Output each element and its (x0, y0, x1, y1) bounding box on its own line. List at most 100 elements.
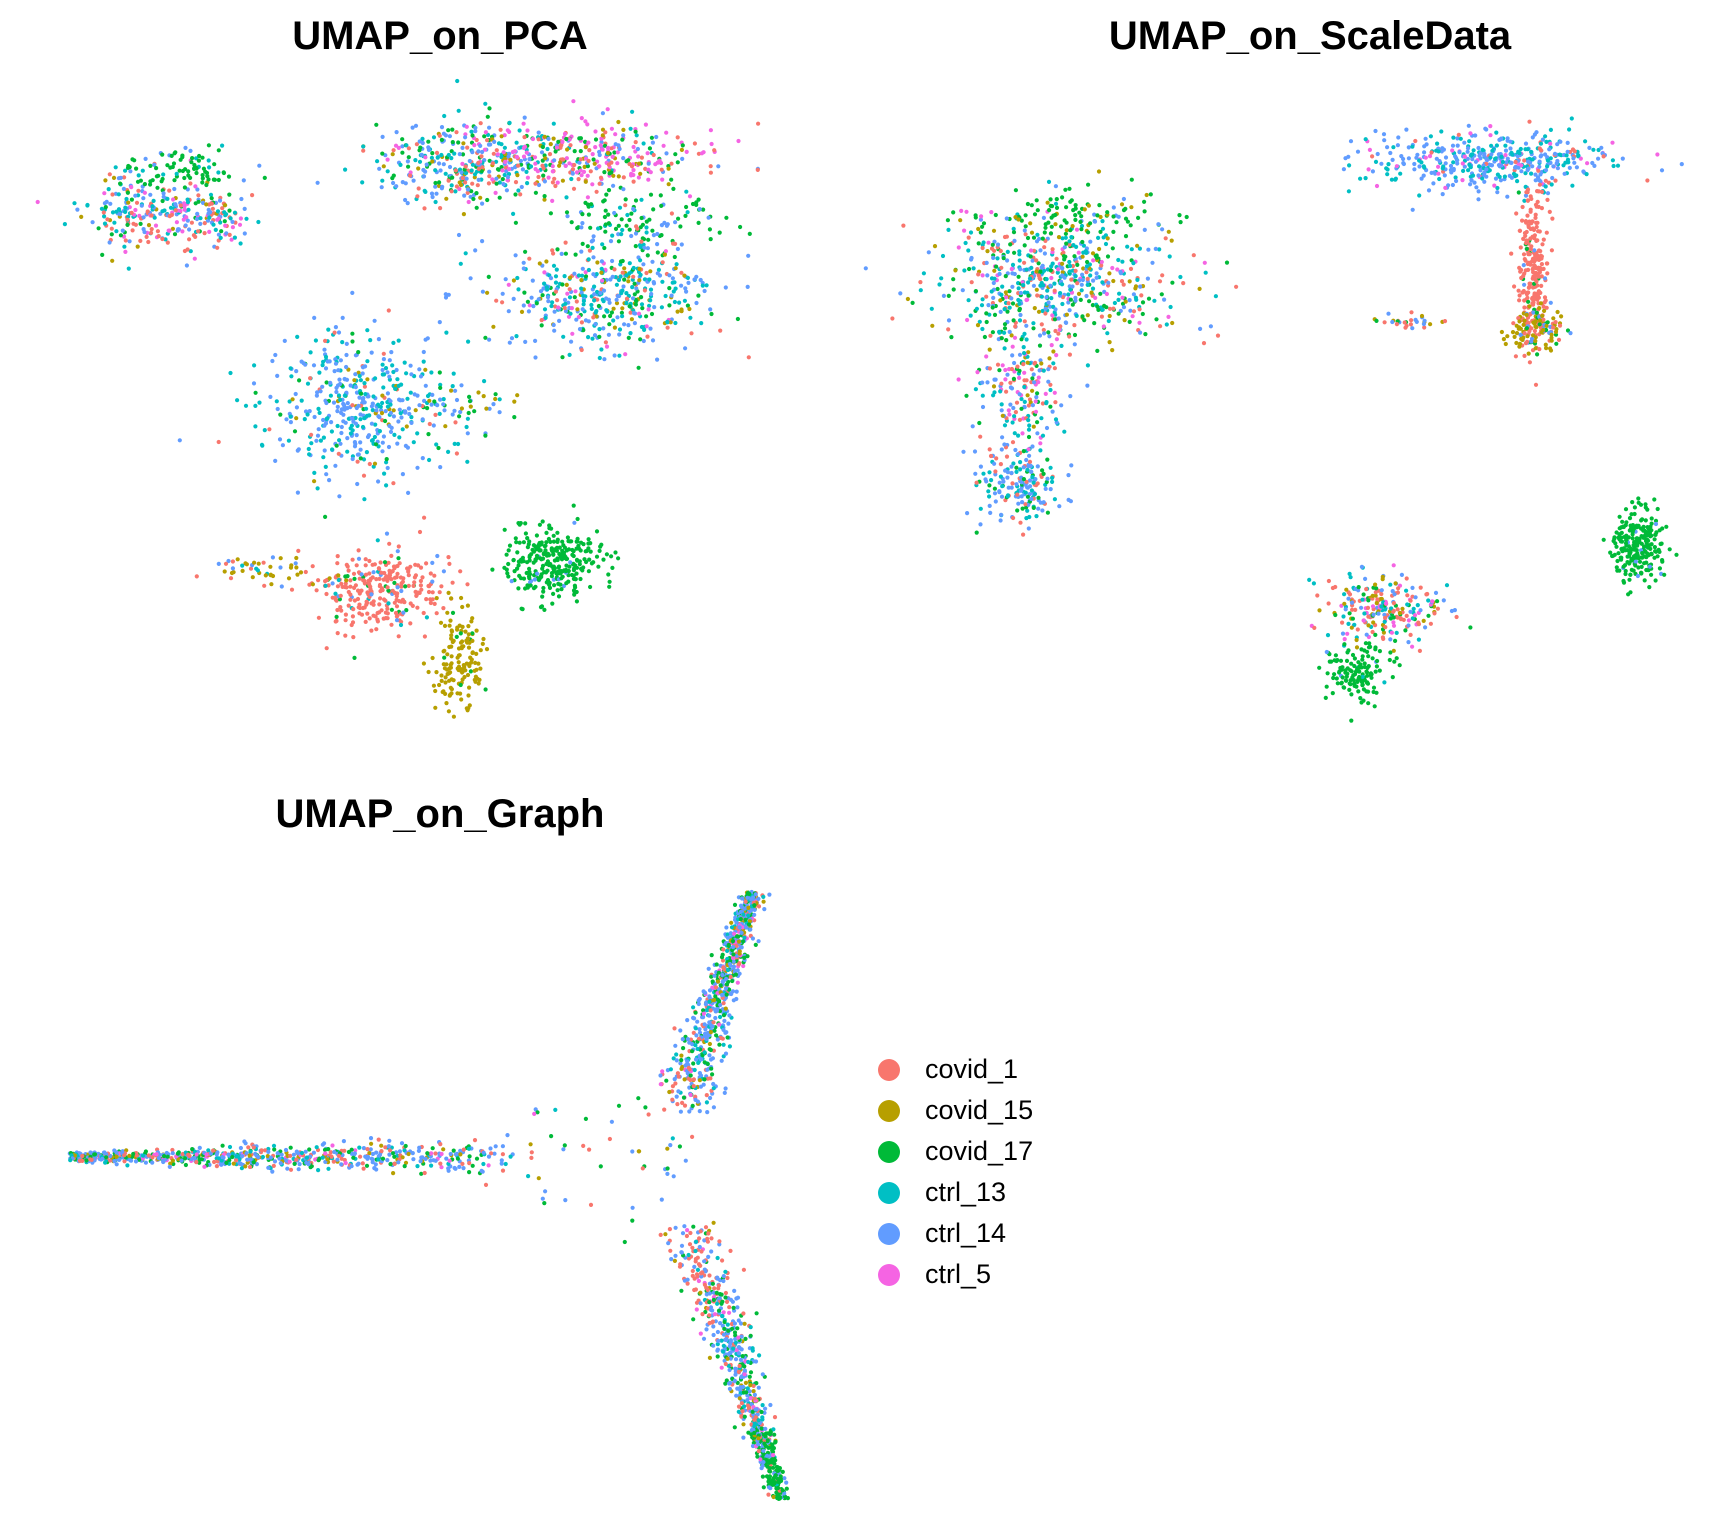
scatter-point (230, 559, 235, 564)
scatter-point (563, 163, 568, 168)
scatter-point (1440, 166, 1445, 171)
scatter-point (1099, 259, 1104, 265)
scatter-point (331, 400, 337, 405)
scatter-point (421, 359, 426, 364)
scatter-point (620, 227, 625, 233)
scatter-point (651, 152, 656, 158)
scatter-point (333, 361, 339, 366)
scatter-point (394, 367, 399, 373)
scatter-point (984, 479, 989, 484)
scatter-point (578, 548, 583, 553)
scatter-point (192, 256, 197, 261)
scatter-point (1075, 262, 1080, 267)
scatter-point (465, 603, 470, 608)
scatter-point (208, 192, 214, 197)
scatter-point (991, 295, 996, 300)
scatter-point (523, 249, 528, 254)
scatter-point (632, 281, 637, 286)
scatter-point (542, 134, 547, 139)
scatter-point (1169, 238, 1174, 243)
scatter-point (169, 212, 174, 217)
scatter-point (646, 237, 651, 242)
scatter-point (399, 415, 404, 420)
scatter-point (697, 207, 702, 212)
scatter-point (670, 276, 676, 281)
scatter-point (997, 490, 1002, 495)
scatter-point (385, 578, 390, 584)
scatter-point (675, 160, 680, 165)
scatter-point (567, 564, 572, 569)
scatter-point (660, 177, 665, 182)
scatter-point (1027, 478, 1033, 483)
scatter-point (646, 161, 651, 166)
scatter-point (1014, 469, 1019, 474)
scatter-point (385, 404, 390, 409)
scatter-point (443, 680, 448, 685)
scatter-point (1119, 202, 1125, 207)
scatter-point (476, 160, 481, 165)
scatter-point (483, 130, 488, 135)
scatter-point (1184, 214, 1189, 220)
scatter-point (460, 677, 465, 682)
scatter-point (480, 149, 485, 155)
scatter-point (1649, 521, 1654, 526)
scatter-point (1045, 510, 1050, 515)
scatter-point (478, 666, 483, 671)
scatter-point (576, 273, 582, 278)
scatter-point (228, 370, 233, 376)
scatter-point (641, 338, 646, 344)
scatter-point (584, 559, 589, 565)
scatter-point (142, 190, 147, 195)
scatter-point (1117, 291, 1122, 296)
scatter-point (391, 414, 396, 419)
scatter-point (1564, 153, 1569, 158)
scatter-point (396, 634, 401, 639)
scatter-point (1545, 191, 1551, 196)
scatter-point (684, 149, 689, 154)
scatter-point (707, 227, 713, 232)
scatter-point (406, 490, 411, 495)
scatter-point (1004, 216, 1009, 221)
scatter-point (148, 182, 153, 187)
scatter-point (465, 190, 470, 195)
scatter-point (1544, 346, 1549, 351)
scatter-point (1103, 241, 1109, 247)
scatter-point (211, 222, 216, 227)
scatter-point (1527, 360, 1532, 365)
scatter-point (675, 246, 681, 252)
scatter-point (530, 278, 535, 283)
scatter-point (1086, 203, 1091, 208)
scatter-point (178, 203, 183, 208)
scatter-point (1530, 157, 1535, 162)
scatter-point (594, 529, 600, 534)
scatter-point (560, 574, 565, 579)
scatter-point (521, 576, 527, 581)
scatter-point (1501, 337, 1506, 342)
scatter-point (978, 217, 984, 222)
scatter-point (315, 486, 320, 491)
scatter-point (529, 295, 534, 300)
scatter-point (1052, 390, 1057, 395)
scatter-point (172, 232, 178, 237)
scatter-point (195, 211, 200, 216)
scatter-point (1049, 204, 1055, 209)
scatter-point (367, 461, 372, 467)
scatter-point (454, 184, 459, 189)
scatter-point (1007, 305, 1012, 310)
scatter-point (1529, 149, 1534, 155)
scatter-point (1505, 156, 1510, 161)
scatter-point (1480, 176, 1485, 181)
scatter-point (466, 410, 471, 416)
scatter-point (606, 162, 612, 167)
scatter-point (647, 277, 652, 282)
scatter-point (890, 316, 895, 321)
scatter-point (1050, 247, 1055, 252)
scatter-point (999, 494, 1005, 499)
scatter-point (107, 172, 112, 177)
scatter-point (1123, 216, 1129, 221)
scatter-point (1178, 274, 1183, 280)
scatter-point (1049, 275, 1054, 281)
scatter-point (1510, 330, 1516, 335)
scatter-point (318, 438, 323, 443)
scatter-point (421, 661, 426, 666)
